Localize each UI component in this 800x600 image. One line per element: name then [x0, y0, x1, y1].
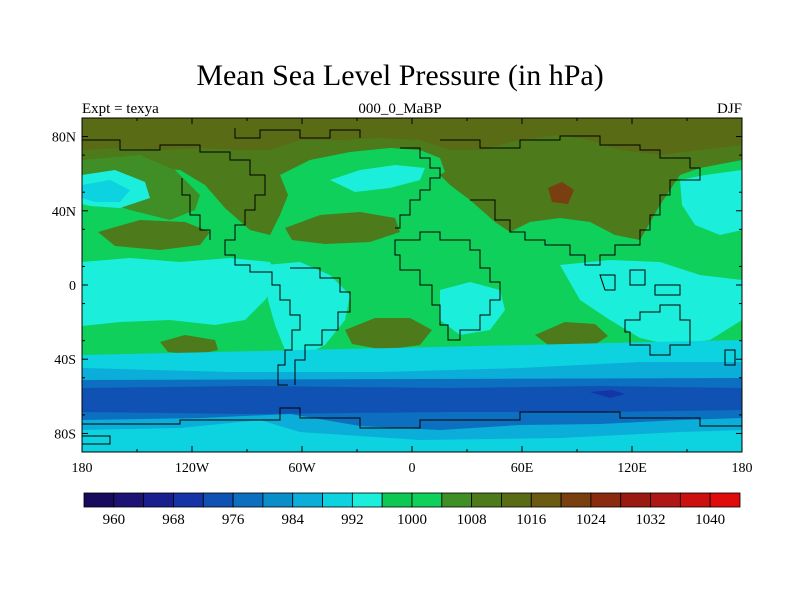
- azores-high: [285, 212, 400, 244]
- coast-south-america-east: [290, 267, 351, 385]
- north-pacific-low: [680, 170, 742, 235]
- colorbar-swatch: [441, 492, 473, 508]
- colorbar-swatch: [262, 492, 294, 508]
- colorbar-label: 1016: [516, 512, 547, 528]
- colorbar-label: 976: [222, 512, 245, 528]
- colorbar-label: 968: [162, 512, 185, 528]
- colorbar-swatch: [679, 492, 711, 508]
- colorbar-swatch: [173, 492, 204, 508]
- colorbar-label: 1032: [636, 512, 666, 528]
- colorbar-swatch: [202, 492, 234, 508]
- colorbar-swatch: [351, 492, 383, 508]
- colorbar-swatch: [501, 492, 532, 508]
- colorbar-swatch: [650, 492, 681, 508]
- colorbar-swatch: [83, 492, 115, 508]
- colorbar-swatch: [322, 492, 353, 508]
- coast-europe: [395, 147, 441, 229]
- lon-tick-label: 180: [732, 461, 753, 476]
- coast-borneo: [629, 269, 646, 286]
- time-label: 000_0_MaBP: [358, 101, 442, 117]
- coast-asia-north: [440, 135, 701, 246]
- colorbar: 960 968 976 984 992 1000 1008 1016 1024 1032 1040: [83, 492, 741, 528]
- colorbar-swatch: [113, 492, 145, 508]
- lat-tick-label: 40N: [52, 205, 76, 220]
- maritime-continent-low: [560, 260, 742, 345]
- lon-tick-label: 120E: [617, 461, 647, 476]
- aleutian-low-core: [82, 180, 130, 202]
- colorbar-label: 992: [341, 512, 364, 528]
- coast-na-west: [181, 178, 211, 240]
- chart-title: Mean Sea Level Pressure (in hPa): [196, 59, 604, 92]
- colorbar-swatch: [530, 492, 562, 508]
- lat-tick-label: 80S: [54, 427, 76, 442]
- latitude-axis: 80N 40N 0 40S 80S: [52, 117, 742, 453]
- coast-new-zealand: [724, 349, 736, 366]
- colorbar-label: 1000: [397, 512, 427, 528]
- south-atlantic-high: [345, 318, 432, 350]
- lat-tick-label: 40S: [54, 353, 76, 368]
- lon-tick-label: 60E: [511, 461, 534, 476]
- siberian-high: [548, 182, 574, 204]
- lon-tick-label: 0: [409, 461, 416, 476]
- longitude-axis: 180 120W 60W 0 60E 120E 180: [72, 118, 753, 476]
- coast-south-america-west: [265, 271, 301, 386]
- asia-transition: [600, 195, 640, 225]
- coast-new-guinea: [654, 284, 681, 296]
- north-pacific-high: [98, 220, 210, 250]
- indian-ocean-high: [535, 322, 608, 350]
- colorbar-label: 984: [281, 512, 304, 528]
- colorbar-swatch: [292, 492, 323, 508]
- icelandic-low: [330, 165, 425, 192]
- colorbar-swatch: [232, 492, 264, 508]
- south-america-low: [265, 262, 350, 358]
- circumpolar-trough: [82, 386, 742, 414]
- colorbar-swatch: [590, 492, 622, 508]
- tropical-pacific-low: [82, 258, 280, 326]
- coast-asia-south: [470, 199, 630, 266]
- colorbar-label: 1024: [576, 512, 607, 528]
- coast-greenland: [234, 128, 361, 139]
- coast-antarctica: [82, 407, 742, 429]
- lon-tick-label: 60W: [288, 461, 316, 476]
- coast-sumatra: [599, 274, 616, 291]
- coast-australia: [624, 304, 691, 356]
- colorbar-swatch: [411, 492, 443, 508]
- colorbar-label: 1008: [457, 512, 487, 528]
- lat-tick-label: 80N: [52, 131, 76, 146]
- colorbar-swatch: [709, 492, 741, 508]
- colorbar-swatch: [381, 492, 413, 508]
- south-pacific-high: [160, 335, 218, 355]
- coast-antarctic-edge: [82, 435, 111, 445]
- colorbar-swatch: [143, 492, 174, 508]
- pressure-field: [82, 118, 742, 452]
- colorbar-label: 960: [103, 512, 126, 528]
- colorbar-swatch: [620, 492, 651, 508]
- experiment-label: Expt = texya: [82, 101, 159, 117]
- lon-tick-label: 180: [72, 461, 93, 476]
- colorbar-swatch: [560, 492, 592, 508]
- season-label: DJF: [716, 101, 742, 117]
- colorbar-label: 1040: [695, 512, 725, 528]
- lon-tick-label: 120W: [175, 461, 210, 476]
- coast-africa: [394, 231, 501, 341]
- north-high-core: [82, 118, 742, 155]
- coast-north-america: [82, 139, 266, 273]
- coastlines: [82, 128, 742, 445]
- antarctic-high-edge: [82, 420, 742, 452]
- colorbar-swatch: [471, 492, 502, 508]
- trough-core: [590, 390, 625, 398]
- lat-tick-label: 0: [69, 279, 76, 294]
- south-africa-low: [440, 282, 505, 335]
